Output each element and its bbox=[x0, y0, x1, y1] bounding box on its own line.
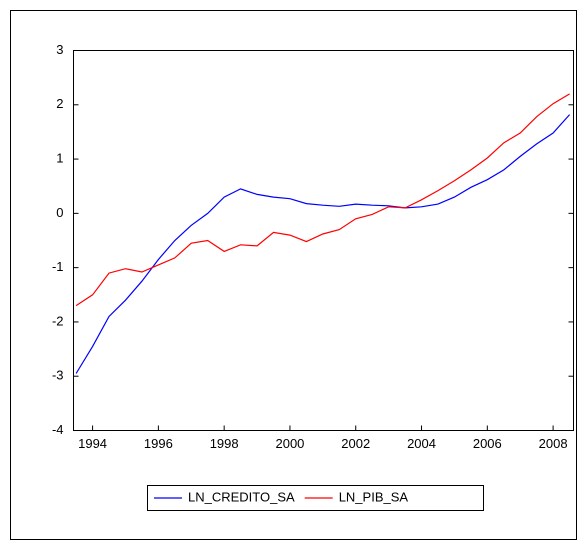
y-tick-label: -2 bbox=[52, 313, 64, 328]
x-tick-label: 2008 bbox=[539, 436, 568, 451]
x-tick-label: 2002 bbox=[341, 436, 370, 451]
y-tick-label: 3 bbox=[56, 42, 63, 57]
x-tick-label: 2000 bbox=[275, 436, 304, 451]
series-line bbox=[75, 93, 570, 307]
y-tick-label: -1 bbox=[52, 259, 64, 274]
legend-label: LN_PIB_SA bbox=[339, 489, 409, 504]
x-tick-label: 1994 bbox=[78, 436, 107, 451]
x-tick-label: 1996 bbox=[144, 436, 173, 451]
x-tick-label: 2006 bbox=[473, 436, 502, 451]
y-tick-label: 2 bbox=[56, 96, 63, 111]
frame bbox=[10, 10, 577, 540]
y-tick-label: -4 bbox=[52, 422, 64, 437]
plot-area bbox=[73, 50, 574, 431]
series-line bbox=[75, 114, 571, 374]
y-tick-label: -3 bbox=[52, 368, 64, 383]
legend-label: LN_CREDITO_SA bbox=[188, 489, 295, 504]
x-tick-label: 1998 bbox=[210, 436, 239, 451]
y-tick-label: 0 bbox=[56, 205, 63, 220]
y-tick-label: 1 bbox=[56, 151, 63, 166]
x-tick-label: 2004 bbox=[407, 436, 436, 451]
